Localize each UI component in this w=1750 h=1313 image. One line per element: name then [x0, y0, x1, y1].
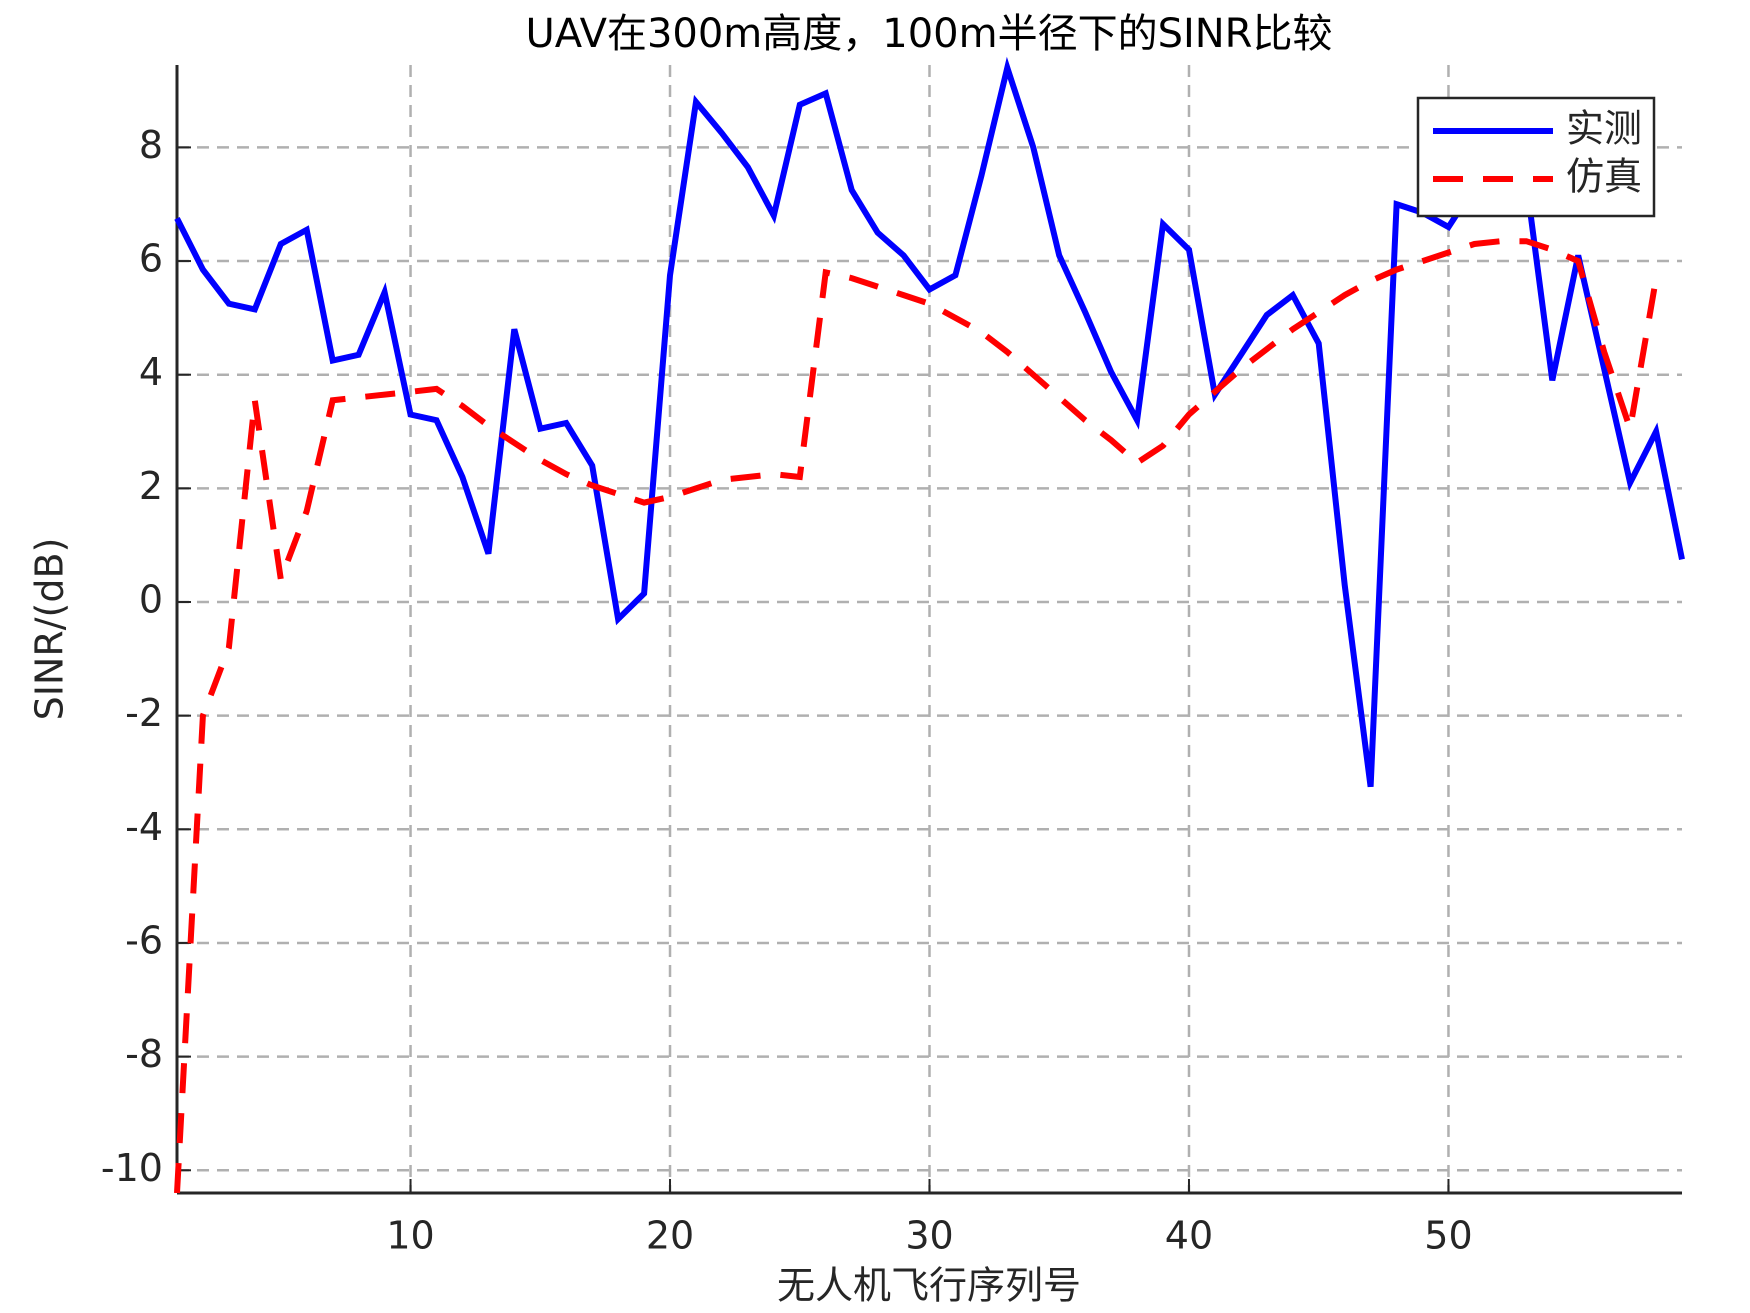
x-tick-label: 20 [646, 1214, 694, 1258]
y-axis-label: SINR/(dB) [28, 538, 72, 721]
x-tick-label: 30 [905, 1214, 953, 1258]
chart-title: UAV在300m高度，100m半径下的SINR比较 [526, 11, 1333, 57]
y-tick-label: -4 [125, 805, 163, 849]
data-line [174, 238, 1660, 1194]
data-line [174, 56, 1685, 788]
y-tick-label: 6 [139, 237, 163, 281]
y-tick-label: -8 [125, 1032, 163, 1076]
y-tick-label: 2 [139, 464, 163, 508]
legend-label: 实测 [1566, 107, 1642, 151]
y-tick-label: -10 [101, 1146, 163, 1190]
x-axis-label: 无人机飞行序列号 [777, 1264, 1081, 1308]
x-tick-label: 50 [1424, 1214, 1472, 1258]
legend-label: 仿真 [1566, 155, 1642, 199]
legend-box [1416, 96, 1656, 218]
x-tick-label: 10 [386, 1214, 434, 1258]
y-tick-label: -6 [125, 918, 163, 962]
y-tick-label: 0 [139, 578, 163, 622]
y-tick-label: 8 [139, 123, 163, 167]
y-tick-label: 4 [139, 350, 163, 394]
y-tick-label: -2 [125, 691, 163, 735]
x-tick-label: 40 [1165, 1214, 1213, 1258]
